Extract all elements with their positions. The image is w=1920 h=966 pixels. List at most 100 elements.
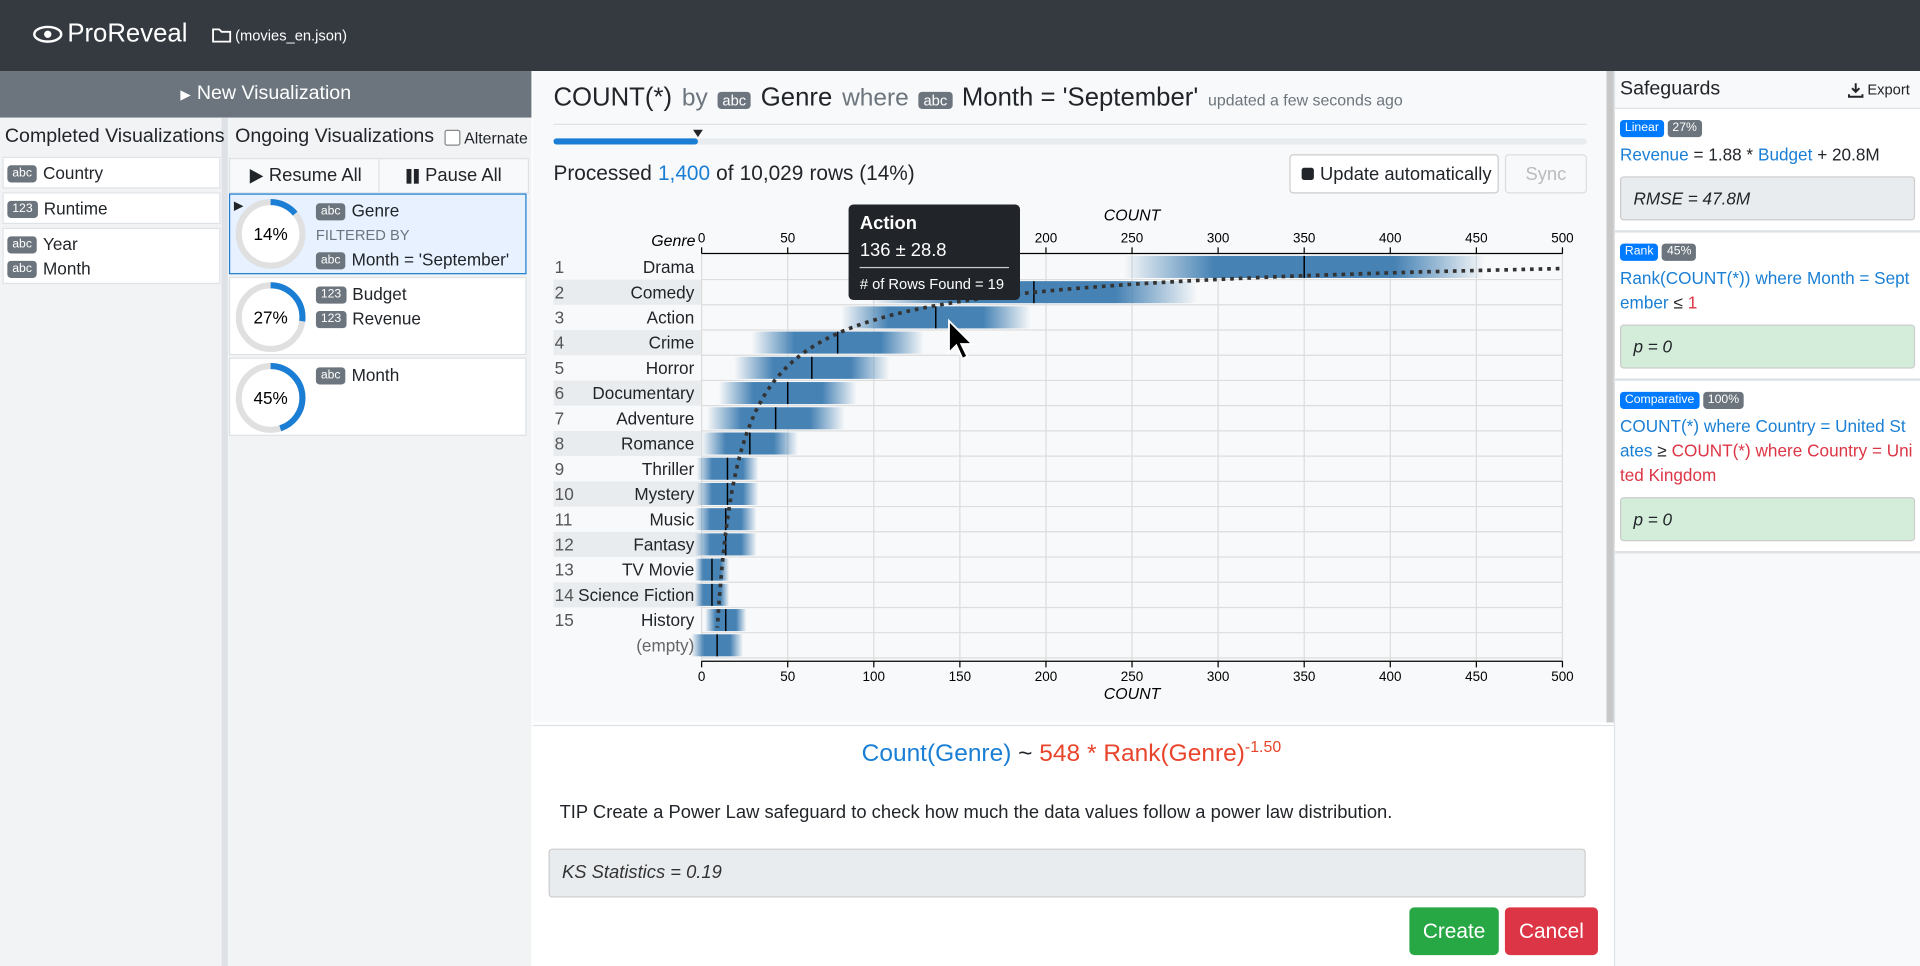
- safeguard[interactable]: Rank 45% Rank(COUNT(*)) where Month = Septem…: [1615, 233, 1920, 381]
- safeguard-term: COUNT(*): [1620, 416, 1700, 436]
- row-shade: [553, 380, 702, 406]
- safeguard-result: p = 0: [1620, 497, 1916, 542]
- export-button[interactable]: Export: [1848, 81, 1910, 98]
- item-fields: abc Genre FILTERED BY abc Month = 'September…: [315, 198, 509, 271]
- x-tick-label: 0: [698, 230, 705, 245]
- y-tick-label: Crime: [649, 333, 695, 353]
- controls: Resume All Pause All: [228, 157, 529, 194]
- create-button[interactable]: Create: [1409, 907, 1499, 956]
- safeguard[interactable]: Linear 27% Revenue = 1.88 * Budget + 20.8M RMS…: [1615, 109, 1920, 233]
- completed-item[interactable]: abc Year abc Month: [2, 227, 221, 285]
- sync-button[interactable]: Sync: [1504, 154, 1587, 194]
- field-name: Month: [43, 258, 91, 278]
- rank: 14: [555, 585, 575, 605]
- completed-item[interactable]: abc Country: [2, 156, 221, 189]
- fit-times: *: [1086, 740, 1097, 768]
- tip: TIP Create a Power Law safeguard to chec…: [559, 802, 1393, 823]
- alternate-checkbox[interactable]: [444, 129, 461, 146]
- item-fields: abc Month: [315, 362, 400, 386]
- ongoing-item[interactable]: 27% 123 Budget 123 Revenue: [228, 276, 527, 356]
- field-name: Budget: [352, 284, 407, 304]
- fit-exponent: -1.50: [1244, 737, 1282, 756]
- type-badge: abc: [7, 165, 37, 183]
- y-tick-label: Music: [650, 509, 695, 529]
- processed-prefix: Processed: [553, 161, 652, 185]
- safeguard-term: Country = United Kingdom: [1620, 440, 1913, 485]
- y-tick-label: Drama: [643, 257, 695, 277]
- fit-formula: Count(Genre) ~ 548 * Rank(Genre)-1.50: [533, 737, 1611, 768]
- safeguard-text: COUNT(*) where Country = United States ≥ COU…: [1620, 414, 1915, 487]
- field: 123 Budget: [315, 282, 421, 306]
- x-tick-label: 50: [780, 230, 795, 245]
- safeguard-term: COUNT(*): [1671, 440, 1751, 461]
- pause-all-button[interactable]: Pause All: [380, 159, 528, 192]
- ongoing-item[interactable]: 45% abc Month: [228, 357, 527, 436]
- safeguard-term: where: [1703, 416, 1751, 436]
- type-badge: abc: [315, 367, 346, 385]
- rank: 7: [555, 408, 565, 428]
- navbar: ProReveal (movies_en.json): [0, 0, 1920, 72]
- completed-list: abc Country 123 Runtime abc Year abc Month: [2, 156, 221, 288]
- where: where: [842, 84, 909, 112]
- update-automatically-label: Update automatically: [1320, 163, 1492, 185]
- safeguard-term: where: [1755, 440, 1803, 461]
- progress-handle[interactable]: [692, 129, 703, 138]
- field: abc Genre: [315, 198, 509, 222]
- ks-statistics: KS Statistics = 0.19: [548, 848, 1586, 898]
- app-name[interactable]: ProReveal: [67, 19, 188, 48]
- safeguard-term: Country = United States: [1620, 416, 1906, 461]
- safeguard-term: ≥: [1657, 440, 1667, 461]
- y-tick-label: Mystery: [634, 484, 694, 504]
- x-tick-label: 350: [1293, 669, 1315, 684]
- y-tick-label: TV Movie: [622, 560, 694, 580]
- safeguard-term: Month = September: [1620, 268, 1910, 313]
- x-tick-label: 300: [1207, 669, 1229, 684]
- x-tick-label: 400: [1379, 230, 1401, 245]
- progress-label: 27%: [253, 307, 287, 327]
- safeguard[interactable]: Comparative 100% COUNT(*) where Country = Un…: [1615, 381, 1920, 554]
- field-name: Month: [351, 364, 400, 385]
- field: 123 Revenue: [315, 306, 421, 330]
- progress-ring: 45%: [235, 363, 306, 433]
- safeguard-header: Linear 27%: [1620, 118, 1915, 140]
- safeguard-text: Revenue = 1.88 * Budget + 20.8M: [1620, 142, 1915, 166]
- safeguard-progress: 45%: [1662, 243, 1697, 261]
- tooltip: Action 136 ± 28.8 # of Rows Found = 19: [848, 204, 1021, 301]
- type-badge: abc: [315, 252, 346, 270]
- caret: ▶: [180, 87, 191, 103]
- safeguard-term: 1: [1687, 292, 1698, 313]
- rank: 6: [555, 383, 565, 403]
- rank: 15: [555, 610, 574, 630]
- y-tick-label: (empty): [636, 635, 694, 655]
- filter: Month = 'September': [961, 83, 1199, 112]
- item-fields: 123 Budget 123 Revenue: [315, 282, 421, 331]
- y-tick-label: Documentary: [592, 383, 694, 403]
- safeguard-list: Linear 27% Revenue = 1.88 * Budget + 20.8M RMS…: [1615, 107, 1920, 554]
- cancel-button[interactable]: Cancel: [1504, 907, 1598, 956]
- updated: updated a few seconds ago: [1208, 90, 1403, 109]
- type-badge: abc: [315, 203, 346, 221]
- update-automatically-button[interactable]: Update automatically: [1289, 154, 1499, 194]
- x-tick-label: 350: [1293, 230, 1315, 245]
- completed-item[interactable]: 123 Runtime: [2, 192, 221, 225]
- export-label: Export: [1867, 80, 1910, 98]
- file-name[interactable]: (movies_en.json): [235, 26, 347, 45]
- field: abc Month = 'September': [315, 247, 509, 271]
- field: abc Month: [7, 256, 215, 280]
- rank: 4: [555, 333, 565, 353]
- download-icon: [1848, 82, 1864, 98]
- power-law-fit: [715, 266, 1563, 628]
- pause-icon: [406, 168, 420, 184]
- new-visualization-button[interactable]: ▶ New Visualization: [0, 71, 532, 118]
- y-axis-title: Genre: [651, 233, 695, 250]
- fit-rhs: Rank(Genre): [1103, 740, 1245, 768]
- x-axis-title: COUNT: [1104, 686, 1162, 703]
- logo-icon: [33, 25, 63, 43]
- processed-count: 1,400: [657, 161, 711, 185]
- resume-all-button[interactable]: Resume All: [230, 159, 380, 193]
- ongoing-item[interactable]: ▶ 14% abc Genre FILTERED BY abc Month = 'Septe…: [228, 193, 527, 275]
- safeguard-term: = 1.88 *: [1693, 144, 1754, 165]
- folder-icon: [212, 28, 232, 43]
- safeguard-term: where: [1755, 268, 1803, 288]
